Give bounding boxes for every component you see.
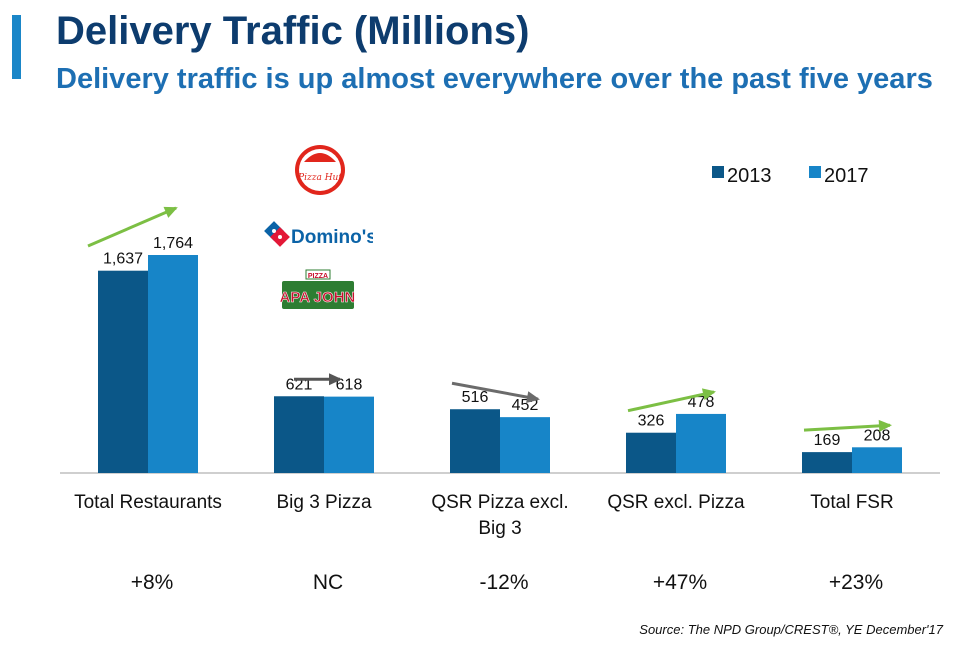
category-label-3: QSR excl. Pizza <box>607 492 745 513</box>
bar-2013-0 <box>98 270 148 473</box>
trend-arrowhead-0 <box>163 206 178 218</box>
papa-johns-logo-text: PAPA JOHNS <box>280 289 356 306</box>
legend-swatch-2013 <box>712 166 724 178</box>
trend-arrow-0 <box>87 206 177 248</box>
bar-2017-4 <box>852 447 902 473</box>
category-label-1: Big 3 Pizza <box>276 492 371 513</box>
bar-2017-1 <box>324 396 374 473</box>
legend-label-2017: 2017 <box>824 165 869 187</box>
papa-johns-logo: PIZZA PAPA JOHNS <box>280 269 356 309</box>
change-label-0: +8% <box>131 571 174 594</box>
dominos-logo-text: Domino's <box>291 227 373 248</box>
trend-arrow-2 <box>451 381 539 401</box>
trend-arrow-3 <box>627 390 715 413</box>
bar-2017-3 <box>676 413 726 473</box>
data-label-2013-4: 169 <box>814 432 841 449</box>
data-label-2017-1: 618 <box>336 377 363 394</box>
source-note: Source: The NPD Group/CREST®, YE Decembe… <box>639 622 943 637</box>
dominos-logo: Domino's <box>264 221 373 248</box>
papa-johns-logo-top-text: PIZZA <box>308 273 328 280</box>
bar-2013-2 <box>450 409 500 473</box>
category-label-4: Total FSR <box>810 492 893 513</box>
bar-2013-1 <box>274 396 324 473</box>
bar-2017-2 <box>500 417 550 473</box>
category-label-2: QSR Pizza excl. <box>431 492 568 513</box>
bar-2013-4 <box>802 452 852 473</box>
data-label-2013-2: 516 <box>462 389 489 406</box>
category-label-0: Total Restaurants <box>74 492 222 513</box>
change-label-1: NC <box>313 571 343 594</box>
data-label-2017-4: 208 <box>864 427 891 444</box>
legend-swatch-2017 <box>809 166 821 178</box>
trend-arrowhead-1 <box>329 373 342 386</box>
trend-arrowhead-3 <box>701 388 716 401</box>
page-title: Delivery Traffic (Millions) <box>56 9 530 53</box>
category-label-2: Big 3 <box>478 518 521 539</box>
bar-2017-0 <box>148 255 198 473</box>
trend-arrowhead-4 <box>878 419 892 432</box>
title-accent-bar <box>12 15 21 79</box>
data-label-2013-3: 326 <box>638 413 665 430</box>
data-label-2013-0: 1,637 <box>103 251 143 268</box>
change-label-3: +47% <box>653 571 707 594</box>
data-label-2017-0: 1,764 <box>153 235 193 252</box>
pizza-hut-logo-text: Pizza Hut <box>297 173 342 183</box>
trend-arrowhead-2 <box>526 391 540 404</box>
data-label-2017-3: 478 <box>688 394 715 411</box>
change-label-4: +23% <box>829 571 883 594</box>
change-label-2: -12% <box>479 571 528 594</box>
legend-label-2013: 2013 <box>727 165 772 187</box>
bar-2013-3 <box>626 432 676 473</box>
trend-arrow-4 <box>803 423 891 432</box>
page-subtitle: Delivery traffic is up almost everywhere… <box>56 63 933 95</box>
pizza-hut-logo: Pizza Hut <box>295 145 345 195</box>
